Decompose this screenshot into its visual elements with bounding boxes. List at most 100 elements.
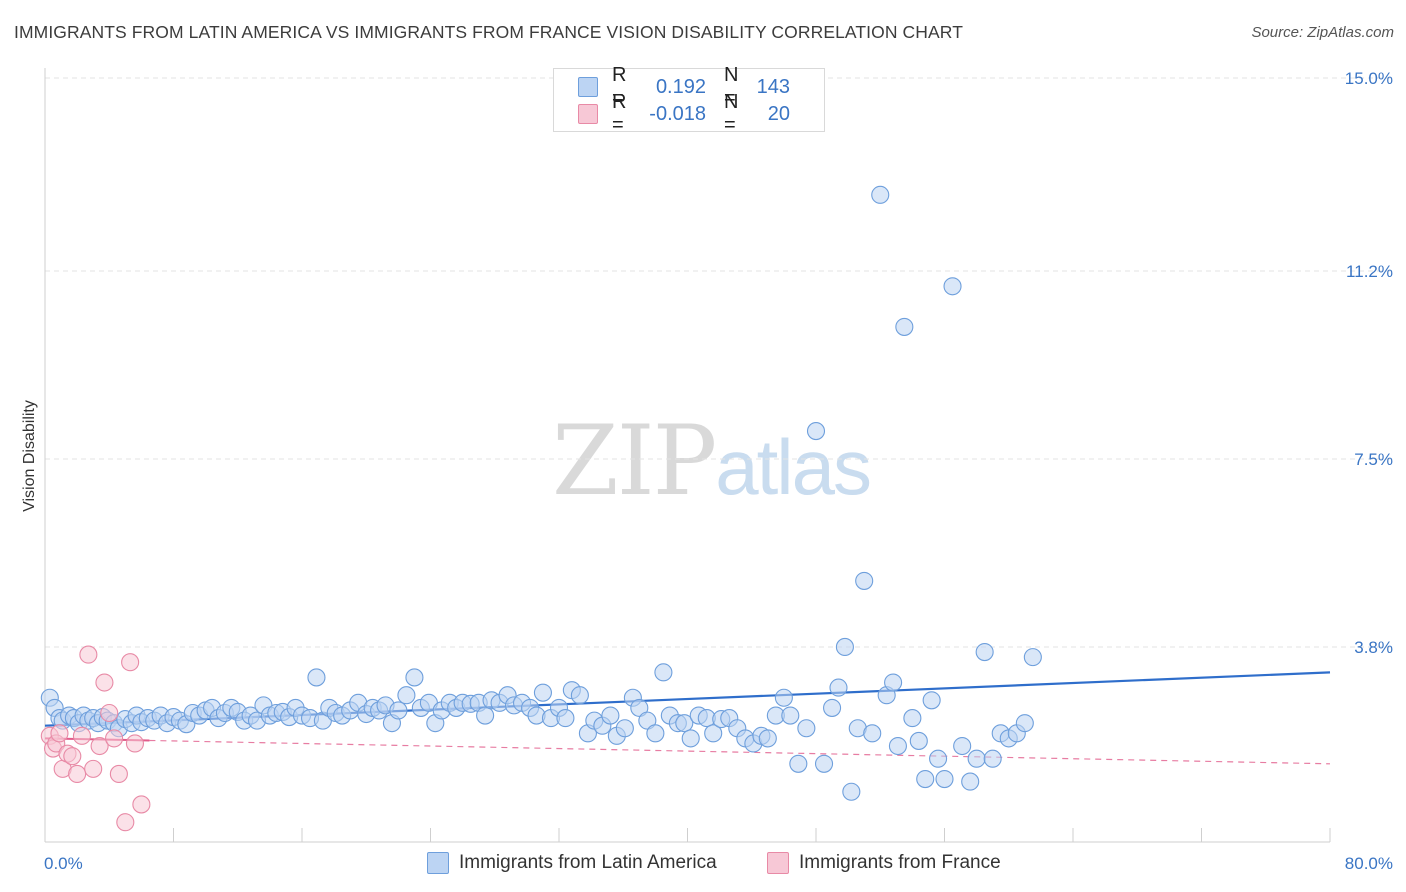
legend-r-label: R = <box>612 64 627 109</box>
point-latin-america-107 <box>758 729 777 748</box>
watermark-atlas: atlas <box>715 423 872 511</box>
point-france-9 <box>79 645 98 664</box>
point-latin-america-77 <box>533 683 552 702</box>
point-latin-america-111 <box>789 754 808 773</box>
point-latin-america-80 <box>556 709 575 728</box>
point-france-15 <box>109 764 128 784</box>
legend-label-france: Immigrants from France <box>799 852 1001 873</box>
point-latin-america-124 <box>884 673 903 692</box>
point-latin-america-82 <box>570 686 589 705</box>
point-latin-america-130 <box>922 691 941 710</box>
legend-item-france: Immigrants from France <box>767 852 1001 874</box>
chart-title: IMMIGRANTS FROM LATIN AMERICA VS IMMIGRA… <box>14 22 964 42</box>
legend-swatch-pink <box>767 852 789 874</box>
point-latin-america-129 <box>916 769 935 789</box>
point-latin-america-57 <box>389 701 408 720</box>
y-tick-label-0: 3.8% <box>1354 638 1393 657</box>
y-tick-label-1: 7.5% <box>1354 450 1393 469</box>
point-france-3 <box>50 724 69 743</box>
legend-row-latin-america: R = 0.192 N = 143 <box>578 64 790 109</box>
point-latin-america-122 <box>871 185 890 204</box>
point-latin-america-112 <box>797 719 816 738</box>
point-latin-america-117 <box>835 637 854 657</box>
point-france-10 <box>84 759 103 778</box>
point-latin-america-121 <box>863 724 882 743</box>
point-latin-america-115 <box>823 698 842 717</box>
point-latin-america-45 <box>307 668 326 687</box>
watermark: ZIPatlas <box>552 405 872 517</box>
point-latin-america-128 <box>909 731 928 750</box>
legend-n-value: 20 <box>767 102 790 125</box>
point-latin-america-69 <box>476 706 495 725</box>
point-france-12 <box>95 673 114 692</box>
point-latin-america-58 <box>397 686 416 705</box>
legend-n-value: 143 <box>756 75 790 98</box>
legend-n-label: N = <box>724 64 739 109</box>
point-france-6 <box>63 747 82 766</box>
point-latin-america-116 <box>829 678 848 697</box>
point-latin-america-100 <box>704 724 723 743</box>
point-latin-america-113 <box>806 422 826 441</box>
point-latin-america-126 <box>895 317 914 336</box>
point-latin-america-59 <box>405 668 424 687</box>
point-france-17 <box>121 653 140 672</box>
point-latin-america-91 <box>638 711 657 730</box>
point-latin-america-92 <box>646 724 665 743</box>
point-latin-america-96 <box>675 714 694 733</box>
point-latin-america-93 <box>654 663 673 682</box>
legend-item-latin-america: Immigrants from Latin America <box>427 852 717 874</box>
point-latin-america-135 <box>961 772 980 791</box>
point-france-7 <box>68 764 87 784</box>
x-tick-label-min: 0.0% <box>44 854 83 873</box>
y-tick-labels: 3.8% 7.5% 11.2% 15.0% <box>1345 69 1393 657</box>
y-tick-label-2: 11.2% <box>1346 262 1393 281</box>
point-france-14 <box>105 729 124 748</box>
trend-line-france-dashed <box>149 739 1331 765</box>
point-france-16 <box>116 813 135 832</box>
grid-lines <box>45 77 1393 648</box>
series-legend: Immigrants from Latin America Immigrants… <box>0 852 1406 878</box>
point-latin-america-142 <box>1015 714 1034 733</box>
legend-swatch-pink <box>578 104 598 124</box>
legend-r-value: 0.192 <box>655 75 706 98</box>
point-france-19 <box>132 795 151 814</box>
legend-label-latin-america: Immigrants from Latin America <box>459 852 717 873</box>
point-france-11 <box>90 736 109 756</box>
point-latin-america-97 <box>681 729 700 748</box>
correlation-legend: R = 0.192 N = 143 R = -0.018 N = 20 <box>553 64 825 136</box>
legend-row-france: R = -0.018 N = 20 <box>578 91 790 136</box>
series-france-points <box>40 645 151 832</box>
point-france-8 <box>72 726 91 745</box>
x-ticks <box>44 828 1331 842</box>
point-latin-america-125 <box>888 736 907 756</box>
point-latin-america-132 <box>935 769 954 789</box>
watermark-zip: ZIP <box>552 405 717 517</box>
x-tick-label-max: 80.0% <box>1345 854 1393 873</box>
point-latin-america-133 <box>943 277 962 296</box>
point-france-13 <box>100 703 119 723</box>
legend-n-label: N = <box>724 91 739 136</box>
y-tick-label-3: 15.0% <box>1345 69 1393 88</box>
point-latin-america-114 <box>814 754 834 773</box>
legend-r-label: R = <box>612 91 627 136</box>
point-latin-america-109 <box>774 688 793 707</box>
point-latin-america-127 <box>903 709 922 728</box>
point-latin-america-137 <box>975 642 994 662</box>
point-latin-america-131 <box>929 749 948 768</box>
point-latin-america-138 <box>983 749 1002 768</box>
legend-swatch-blue <box>578 77 598 97</box>
point-latin-america-120 <box>855 571 874 590</box>
legend-r-value: -0.018 <box>649 102 706 125</box>
point-latin-america-110 <box>781 706 800 725</box>
point-france-18 <box>125 734 144 753</box>
point-latin-america-134 <box>953 736 972 756</box>
point-latin-america-136 <box>967 749 986 768</box>
point-latin-america-86 <box>601 706 620 725</box>
point-latin-america-90 <box>630 698 649 717</box>
source-label: Source: ZipAtlas.com <box>1251 24 1394 41</box>
point-latin-america-143 <box>1023 648 1042 667</box>
point-latin-america-88 <box>615 719 634 738</box>
legend-swatch-blue <box>427 852 449 874</box>
point-latin-america-118 <box>842 782 861 801</box>
